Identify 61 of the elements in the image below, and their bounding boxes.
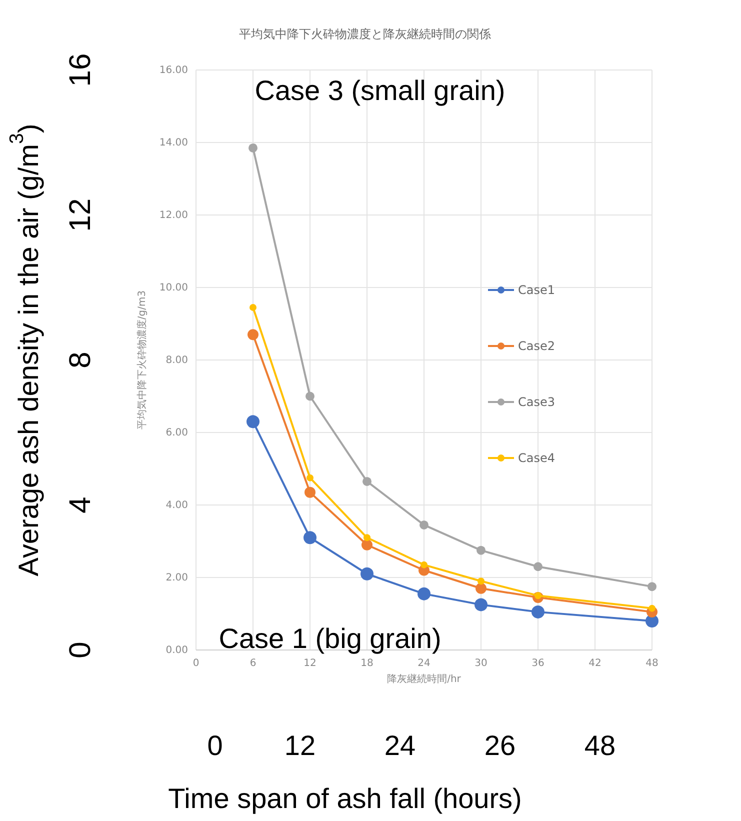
point xyxy=(420,520,428,530)
text: 26 xyxy=(484,730,516,761)
legend-label: Case2 xyxy=(518,339,556,353)
y-tick-label: 16.00 xyxy=(159,64,188,76)
point xyxy=(248,329,258,340)
annotation: Case 3 (small grain) xyxy=(254,75,506,106)
y-tick-label: 4.00 xyxy=(166,500,188,510)
text: 48 xyxy=(584,730,616,761)
point xyxy=(246,415,260,428)
y-tick-label: 0.00 xyxy=(166,644,188,656)
y2-tick-label: 8 xyxy=(64,352,96,368)
legend-label: Case3 xyxy=(518,395,556,409)
text: Time span of ash fall (hours) xyxy=(168,783,522,814)
point xyxy=(474,598,488,612)
legend-label: Case4 xyxy=(518,451,556,465)
point xyxy=(532,605,544,618)
x-tick-label: 6 xyxy=(250,658,256,669)
point xyxy=(306,474,314,482)
text: 24 xyxy=(384,730,416,761)
annotation: Case 1 (big grain) xyxy=(218,623,442,654)
point xyxy=(534,562,542,572)
x-tick-label: 30 xyxy=(474,658,488,669)
y-tick-label: 2.00 xyxy=(166,572,188,583)
y-tick-label: 8.00 xyxy=(166,354,188,366)
point xyxy=(478,578,484,585)
point xyxy=(304,531,316,544)
point xyxy=(248,143,258,152)
point xyxy=(364,534,370,542)
y2-tick-label: 0 xyxy=(64,642,96,658)
x-tick-label: 0 xyxy=(192,658,200,669)
x-tick-label: 18 xyxy=(360,658,374,669)
y-axis-title: 平均気中降下火砕物濃度/g/m3 xyxy=(136,290,148,430)
x-tick-label: 24 xyxy=(418,658,430,669)
point xyxy=(304,486,316,498)
x-tick-label: 12 xyxy=(304,658,316,669)
point xyxy=(476,546,486,555)
point xyxy=(362,476,372,486)
y-tick-label: 14.00 xyxy=(159,137,188,148)
text: 0 xyxy=(207,730,223,761)
legend-label: Case1 xyxy=(518,283,556,297)
y2-tick-label: 4 xyxy=(64,496,96,514)
x-tick-label: 42 xyxy=(588,658,602,669)
point xyxy=(418,587,430,600)
x-axis-title: 降灰継続時間/hr xyxy=(387,673,462,685)
point xyxy=(420,561,428,568)
y2-tick-label: 12 xyxy=(64,198,96,232)
text: 12 xyxy=(284,730,316,761)
y-tick-label: 10.00 xyxy=(159,282,188,293)
x-tick-label: 48 xyxy=(646,658,658,669)
y2-tick-label: 16 xyxy=(64,53,96,87)
point xyxy=(648,604,656,612)
point xyxy=(476,582,486,594)
point xyxy=(306,392,314,401)
point xyxy=(250,304,256,311)
x-tick-label: 36 xyxy=(532,658,544,669)
y-tick-label: 6.00 xyxy=(166,427,188,438)
chart-title: 平均気中降下火砕物濃度と降灰継続時間の関係 xyxy=(239,27,491,41)
y-tick-label: 12.00 xyxy=(159,210,188,220)
point xyxy=(648,582,656,592)
point xyxy=(362,539,372,550)
point xyxy=(360,567,374,580)
